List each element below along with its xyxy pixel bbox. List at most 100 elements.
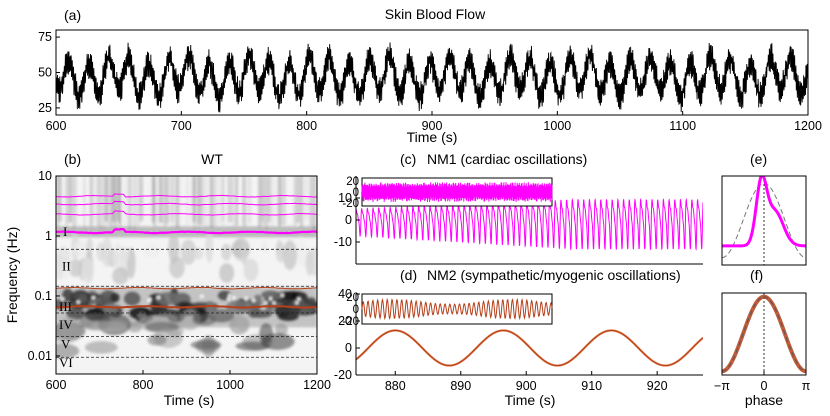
panel-b-streak xyxy=(193,176,196,223)
panel-b-streak xyxy=(293,176,297,228)
panel-b-ridge-line xyxy=(56,227,317,235)
panel-b: (b) WT 600 800 1000 1200 10 1 0.1 0.01 Time (s)… xyxy=(4,151,331,408)
panel-b-lowband-blob xyxy=(307,297,317,307)
panel-b-streak xyxy=(83,176,86,231)
panel-b-ridge-line xyxy=(56,304,317,309)
panel-b-speck xyxy=(295,301,299,305)
panel-b-mid-blob xyxy=(81,258,95,285)
panel-b-vlf-blob xyxy=(147,334,167,346)
panel-f-label: (f) xyxy=(750,267,763,283)
panel-b-wavelet-power xyxy=(56,176,317,359)
panel-b-frame xyxy=(55,175,318,375)
panel-b-mid-blob xyxy=(205,232,214,263)
panel-a-xtick-label: 800 xyxy=(296,119,317,133)
panel-b-speck xyxy=(156,295,161,300)
panel-b-streak xyxy=(270,176,275,228)
panel-b-streak xyxy=(113,176,117,230)
panel-b-speck xyxy=(280,293,284,297)
panel-b-streak xyxy=(269,176,272,222)
panel-b-streak xyxy=(103,176,107,229)
panel-b-mid-blob xyxy=(193,247,204,260)
panel-b-streak xyxy=(299,176,304,228)
panel-d-ytick-label: 40 xyxy=(338,287,352,301)
panel-b-streak xyxy=(140,176,144,222)
panel-a-ytick-label: 50 xyxy=(38,66,52,80)
panel-b-lowband-blob xyxy=(263,296,277,309)
panel-b-band-label: I xyxy=(63,224,67,239)
panel-f-xtick-label: 0 xyxy=(761,379,768,393)
panel-d: (d) NM2 (sympathetic/myogenic oscillatio… xyxy=(334,267,703,408)
panel-b-ridge-line xyxy=(56,286,317,290)
panel-a-series-line xyxy=(55,42,809,113)
panel-e-waveform-line xyxy=(722,176,806,248)
panel-b-streak xyxy=(235,176,238,226)
panel-e: (e) xyxy=(721,151,807,266)
panel-b-mid-blob xyxy=(260,240,268,253)
panel-b-label: (b) xyxy=(64,151,81,167)
panel-c-inset-tick-label: -20 xyxy=(342,198,359,210)
panel-b-streak xyxy=(232,176,235,229)
panel-c-ytick-label: 10 xyxy=(338,191,352,205)
panel-b-streak xyxy=(96,176,99,227)
panel-b-streak xyxy=(90,176,93,222)
panel-b-streak xyxy=(210,176,214,229)
panel-d-ytick-label: 20 xyxy=(338,314,352,328)
panel-b-streak xyxy=(262,176,266,227)
panel-b-vlf-blob xyxy=(84,341,118,354)
panel-b-streak xyxy=(163,176,168,226)
panel-b-streak xyxy=(180,176,182,221)
panel-a-xtick-label: 600 xyxy=(46,119,67,133)
panel-a-xlabel: Time (s) xyxy=(407,129,458,145)
panel-d-title: NM2 (sympathetic/myogenic oscillations) xyxy=(427,267,681,283)
panel-b-speck xyxy=(91,296,96,300)
panel-b-speck xyxy=(252,298,256,303)
panel-b-streak xyxy=(68,176,72,223)
panel-b-speck xyxy=(200,294,204,299)
panel-b-ytick-label: 1 xyxy=(45,229,52,243)
panel-b-mid-blob xyxy=(221,243,232,261)
panel-b-streak xyxy=(56,176,60,228)
panel-b-streak xyxy=(264,176,267,228)
panel-b-speck xyxy=(272,301,276,305)
panel-b-mid-blob xyxy=(73,240,90,258)
panel-b-streak xyxy=(98,176,102,230)
panel-b-streak xyxy=(110,176,113,227)
panel-b-ytick-label: 10 xyxy=(38,169,52,183)
panel-c-inset: 200-20 xyxy=(342,176,553,210)
panel-b-vlf-blob xyxy=(259,323,274,344)
panel-b-ytick-label: 0.01 xyxy=(28,349,52,363)
panel-c-inset-line xyxy=(361,182,553,203)
panel-a-ytick-label: 25 xyxy=(38,101,52,115)
panel-c-label: (c) xyxy=(400,151,416,167)
panel-b-mid-blob xyxy=(56,253,64,280)
panel-b-mid-blob xyxy=(101,237,113,268)
panel-b-streak xyxy=(304,176,308,221)
panel-b-streak xyxy=(74,176,78,227)
panel-d-label: (d) xyxy=(400,267,417,283)
panel-f-xtick-label: π xyxy=(802,379,811,393)
panel-a-label: (a) xyxy=(64,7,81,23)
panel-b-speck xyxy=(76,300,80,304)
panel-d-xtick-label: 910 xyxy=(581,379,602,393)
panel-c-inset-tick-label: 20 xyxy=(346,176,359,188)
panel-c-ytick-label: -10 xyxy=(334,235,352,249)
panel-b-streak xyxy=(92,176,96,223)
panel-b-lowband-blob xyxy=(205,301,215,316)
panel-b-mid-blob xyxy=(307,247,317,277)
panel-b-streak xyxy=(214,176,217,226)
panel-b-lowband-blob xyxy=(123,291,141,306)
panel-d-xtick-label: 890 xyxy=(450,379,471,393)
panel-b-streak xyxy=(72,176,76,230)
panel-b-lowband-blob xyxy=(291,298,306,308)
panel-b-streak xyxy=(158,176,163,223)
panel-b-streak xyxy=(296,176,301,223)
panel-b-streak xyxy=(153,176,157,228)
panel-a-title: Skin Blood Flow xyxy=(385,6,486,22)
panel-b-streak xyxy=(227,176,231,223)
panel-c-ytick-label: 0 xyxy=(345,213,352,227)
panel-b-streak xyxy=(282,176,286,225)
panel-c-series-line xyxy=(356,197,703,251)
panel-b-streak xyxy=(115,176,118,222)
panel-b-streak xyxy=(200,176,204,225)
